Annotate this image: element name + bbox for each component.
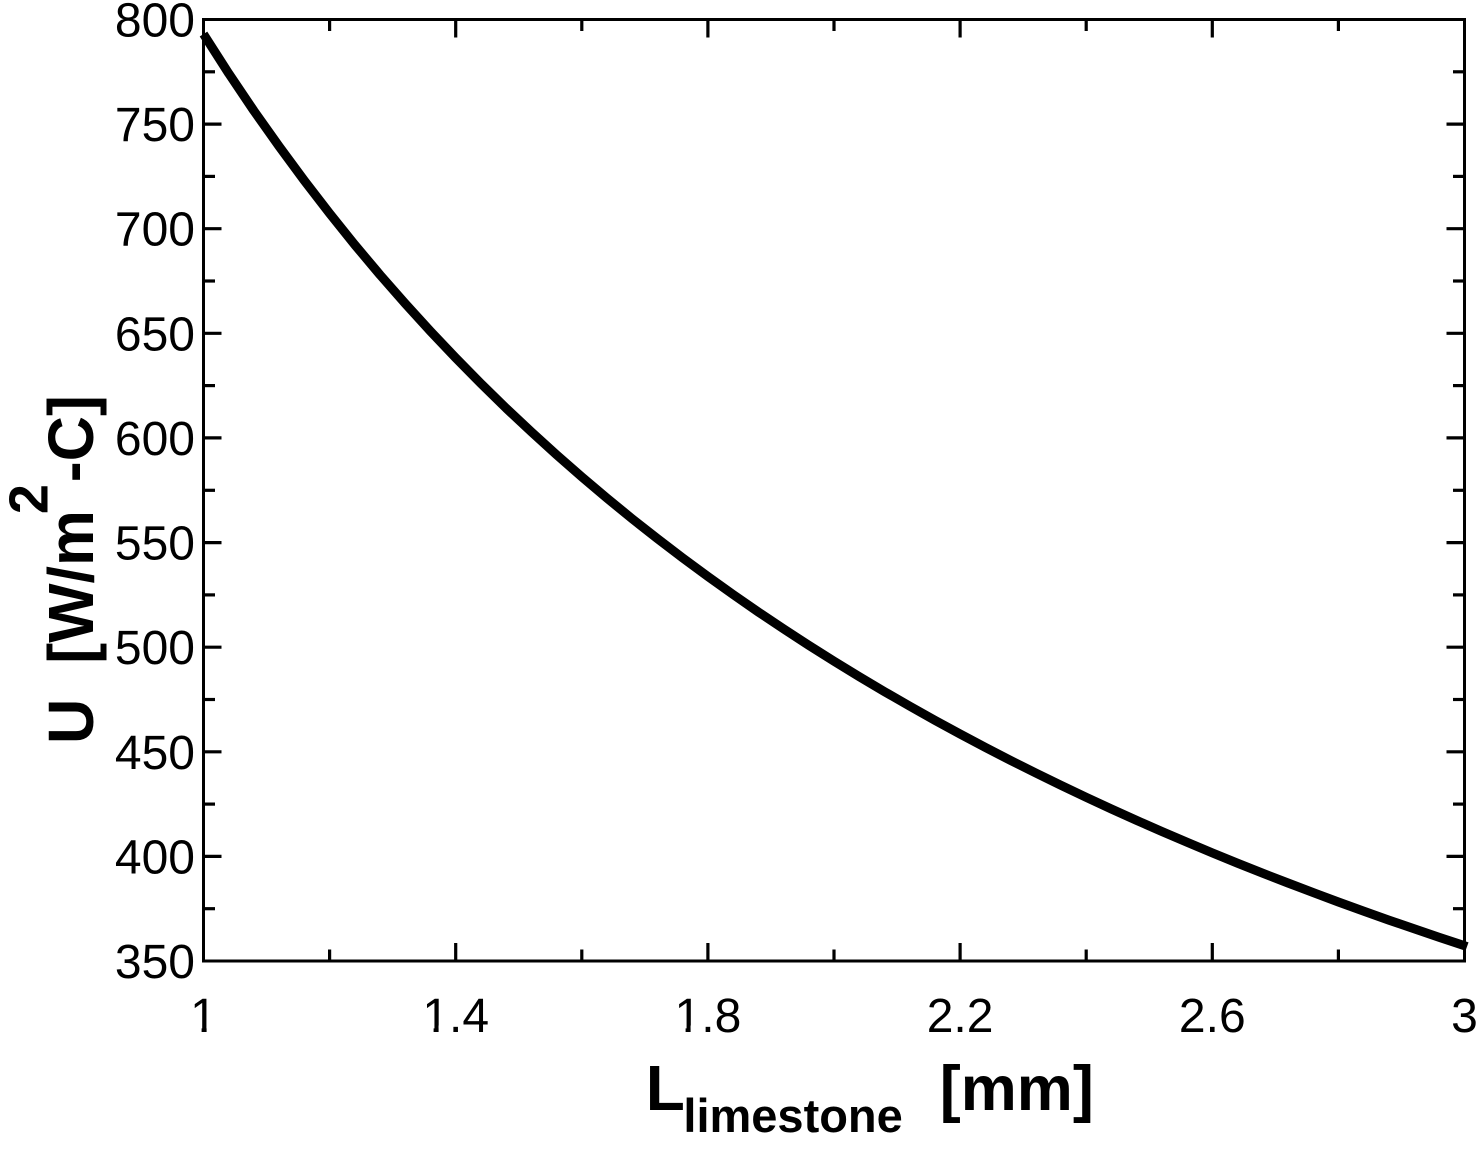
svg-text:750: 750 (115, 99, 195, 152)
svg-text:650: 650 (115, 308, 195, 361)
svg-text:600: 600 (115, 413, 195, 466)
svg-text:2.2: 2.2 (927, 990, 994, 1043)
svg-text:550: 550 (115, 518, 195, 571)
svg-text:3: 3 (1451, 990, 1478, 1043)
svg-text:400: 400 (115, 831, 195, 884)
svg-text:450: 450 (115, 727, 195, 780)
svg-text:2.6: 2.6 (1179, 990, 1246, 1043)
svg-text:350: 350 (115, 936, 195, 989)
svg-text:700: 700 (115, 204, 195, 257)
svg-text:500: 500 (115, 622, 195, 675)
svg-text:1: 1 (190, 990, 217, 1043)
svg-text:800: 800 (115, 0, 195, 48)
svg-text:1.4: 1.4 (422, 990, 489, 1043)
svg-text:1.8: 1.8 (675, 990, 742, 1043)
